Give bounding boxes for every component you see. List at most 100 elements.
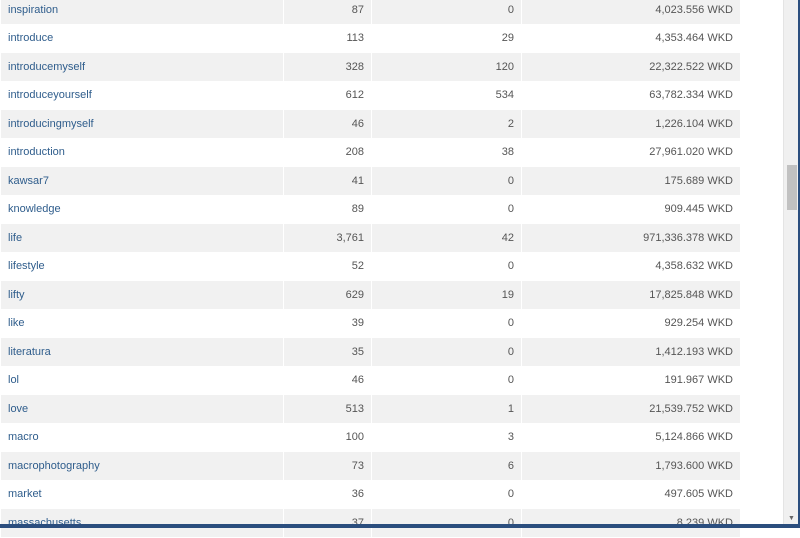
window-border (0, 524, 800, 528)
promoted-count: 0 (371, 337, 522, 367)
promoted-count: 19 (371, 280, 522, 310)
promoted-count: 38 (371, 137, 522, 167)
posts-count: 36 (283, 479, 372, 509)
tag-link[interactable]: lifestyle (0, 251, 284, 281)
table-row: lol 46 0 191.967 WKD (0, 365, 741, 395)
posts-count: 208 (283, 137, 372, 167)
promoted-count: 120 (371, 52, 522, 82)
posts-count: 513 (283, 394, 372, 424)
table-row: lifestyle 52 0 4,358.632 WKD (0, 251, 741, 281)
payout-value: 1,226.104 WKD (521, 109, 741, 139)
table-row: knowledge 89 0 909.445 WKD (0, 194, 741, 224)
table-row: market 36 0 497.605 WKD (0, 479, 741, 509)
table-row: lifty 629 19 17,825.848 WKD (0, 280, 741, 310)
posts-count: 35 (283, 337, 372, 367)
table-row: inspiration 87 0 4,023.556 WKD (0, 0, 741, 25)
payout-value: 909.445 WKD (521, 194, 741, 224)
table-row: macrophotography 73 6 1,793.600 WKD (0, 451, 741, 481)
posts-count: 46 (283, 365, 372, 395)
posts-count: 3,761 (283, 223, 372, 253)
tag-link[interactable]: love (0, 394, 284, 424)
tag-link[interactable]: introduceyourself (0, 80, 284, 110)
vertical-scrollbar[interactable]: ▼ (783, 0, 800, 524)
promoted-count: 2 (371, 109, 522, 139)
payout-value: 497.605 WKD (521, 479, 741, 509)
tag-link[interactable]: market (0, 479, 284, 509)
tag-link[interactable]: inspiration (0, 0, 284, 25)
tag-link[interactable]: introduce (0, 23, 284, 53)
payout-value: 63,782.334 WKD (521, 80, 741, 110)
promoted-count: 42 (371, 223, 522, 253)
posts-count: 113 (283, 23, 372, 53)
payout-value: 175.689 WKD (521, 166, 741, 196)
promoted-count: 0 (371, 166, 522, 196)
promoted-count: 0 (371, 0, 522, 25)
tag-link[interactable]: introduction (0, 137, 284, 167)
scrollbar-thumb[interactable] (787, 165, 797, 210)
posts-count: 87 (283, 0, 372, 25)
tag-link[interactable]: literatura (0, 337, 284, 367)
payout-value: 929.254 WKD (521, 308, 741, 338)
posts-count: 46 (283, 109, 372, 139)
posts-count: 73 (283, 451, 372, 481)
table-row: kawsar7 41 0 175.689 WKD (0, 166, 741, 196)
posts-count: 89 (283, 194, 372, 224)
tag-link[interactable]: introducingmyself (0, 109, 284, 139)
payout-value: 22,322.522 WKD (521, 52, 741, 82)
promoted-count: 1 (371, 394, 522, 424)
payout-value: 8,239 WKD (521, 508, 741, 538)
promoted-count: 0 (371, 194, 522, 224)
tag-link[interactable]: like (0, 308, 284, 338)
tag-link[interactable]: macro (0, 422, 284, 452)
payout-value: 1,793.600 WKD (521, 451, 741, 481)
payout-value: 4,023.556 WKD (521, 0, 741, 25)
table-row: life 3,761 42 971,336.378 WKD (0, 223, 741, 253)
posts-count: 52 (283, 251, 372, 281)
table-row: introduceyourself 612 534 63,782.334 WKD (0, 80, 741, 110)
tag-link[interactable]: life (0, 223, 284, 253)
payout-value: 4,353.464 WKD (521, 23, 741, 53)
posts-count: 39 (283, 308, 372, 338)
table-row: like 39 0 929.254 WKD (0, 308, 741, 338)
payout-value: 21,539.752 WKD (521, 394, 741, 424)
tag-stats-table-container: inspiration 87 0 4,023.556 WKD introduce 113 2… (0, 0, 741, 538)
tag-link[interactable]: lol (0, 365, 284, 395)
posts-count: 37 (283, 508, 372, 538)
table-row: love 513 1 21,539.752 WKD (0, 394, 741, 424)
promoted-count: 0 (371, 479, 522, 509)
tag-link[interactable]: knowledge (0, 194, 284, 224)
payout-value: 27,961.020 WKD (521, 137, 741, 167)
posts-count: 612 (283, 80, 372, 110)
promoted-count: 29 (371, 23, 522, 53)
promoted-count: 0 (371, 508, 522, 538)
window-border-right (798, 0, 800, 528)
posts-count: 41 (283, 166, 372, 196)
posts-count: 629 (283, 280, 372, 310)
table-row: macro 100 3 5,124.866 WKD (0, 422, 741, 452)
promoted-count: 0 (371, 308, 522, 338)
payout-value: 1,412.193 WKD (521, 337, 741, 367)
payout-value: 5,124.866 WKD (521, 422, 741, 452)
payout-value: 971,336.378 WKD (521, 223, 741, 253)
tag-stats-table: inspiration 87 0 4,023.556 WKD introduce 113 2… (0, 0, 741, 538)
tag-link[interactable]: kawsar7 (0, 166, 284, 196)
tag-link[interactable]: massachusetts (0, 508, 284, 538)
promoted-count: 534 (371, 80, 522, 110)
table-row: introduce 113 29 4,353.464 WKD (0, 23, 741, 53)
payout-value: 191.967 WKD (521, 365, 741, 395)
posts-count: 328 (283, 52, 372, 82)
tag-link[interactable]: lifty (0, 280, 284, 310)
table-row: massachusetts 37 0 8,239 WKD (0, 508, 741, 538)
posts-count: 100 (283, 422, 372, 452)
payout-value: 17,825.848 WKD (521, 280, 741, 310)
promoted-count: 0 (371, 251, 522, 281)
tag-link[interactable]: macrophotography (0, 451, 284, 481)
table-row: literatura 35 0 1,412.193 WKD (0, 337, 741, 367)
scroll-down-arrow-icon[interactable]: ▼ (788, 515, 795, 522)
promoted-count: 6 (371, 451, 522, 481)
promoted-count: 0 (371, 365, 522, 395)
promoted-count: 3 (371, 422, 522, 452)
table-row: introducingmyself 46 2 1,226.104 WKD (0, 109, 741, 139)
table-row: introduction 208 38 27,961.020 WKD (0, 137, 741, 167)
tag-link[interactable]: introducemyself (0, 52, 284, 82)
